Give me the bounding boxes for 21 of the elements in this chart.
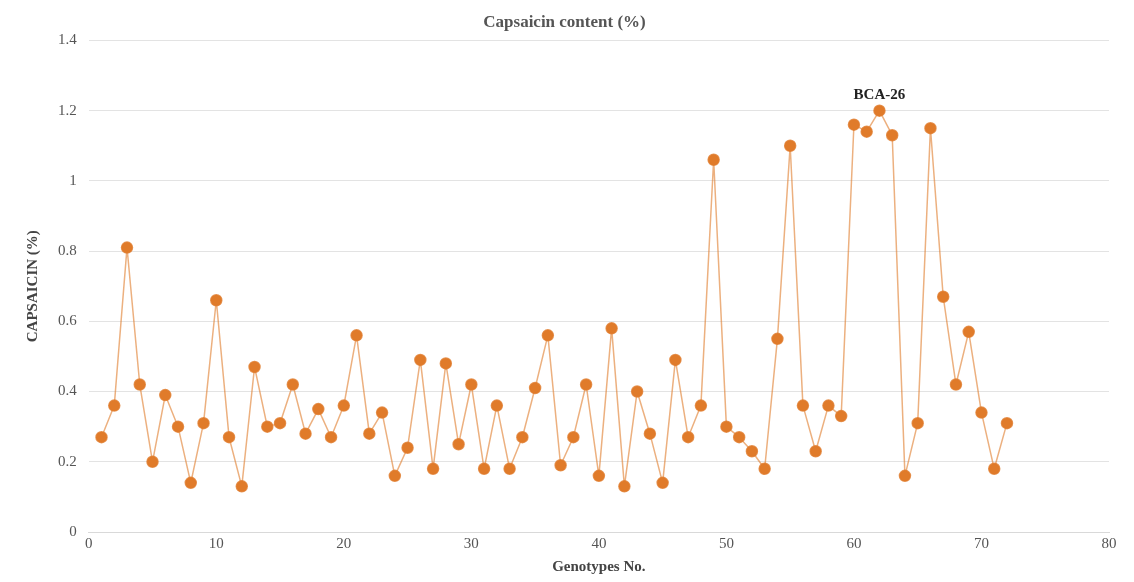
x-tick-label: 0	[85, 534, 93, 551]
y-tick-label: 0.4	[58, 382, 78, 399]
x-tick-label: 70	[973, 534, 989, 551]
y-tick-label: 1	[69, 171, 77, 188]
y-tick-label: 0.8	[58, 242, 77, 259]
y-tick-label: 0.2	[58, 452, 77, 469]
y-tick-label: 1.2	[58, 101, 77, 118]
x-tick-label: 50	[718, 534, 734, 551]
y-tick-label: 0	[69, 522, 77, 539]
y-axis-title: CAPSAICIN (%)	[23, 230, 41, 343]
chart-title: Capsaicin content (%)	[483, 11, 646, 31]
x-tick-label: 20	[336, 534, 352, 551]
x-axis-title: Genotypes No.	[552, 557, 646, 574]
x-tick-label: 80	[1101, 534, 1117, 551]
x-tick-label: 40	[591, 534, 607, 551]
x-tick-label: 10	[208, 534, 224, 551]
x-tick-label: 30	[463, 534, 479, 551]
annotation: BCA-26	[853, 86, 906, 102]
x-tick-label: 60	[846, 534, 862, 551]
y-tick-label: 1.4	[58, 31, 78, 48]
y-tick-label: 0.6	[58, 312, 78, 329]
